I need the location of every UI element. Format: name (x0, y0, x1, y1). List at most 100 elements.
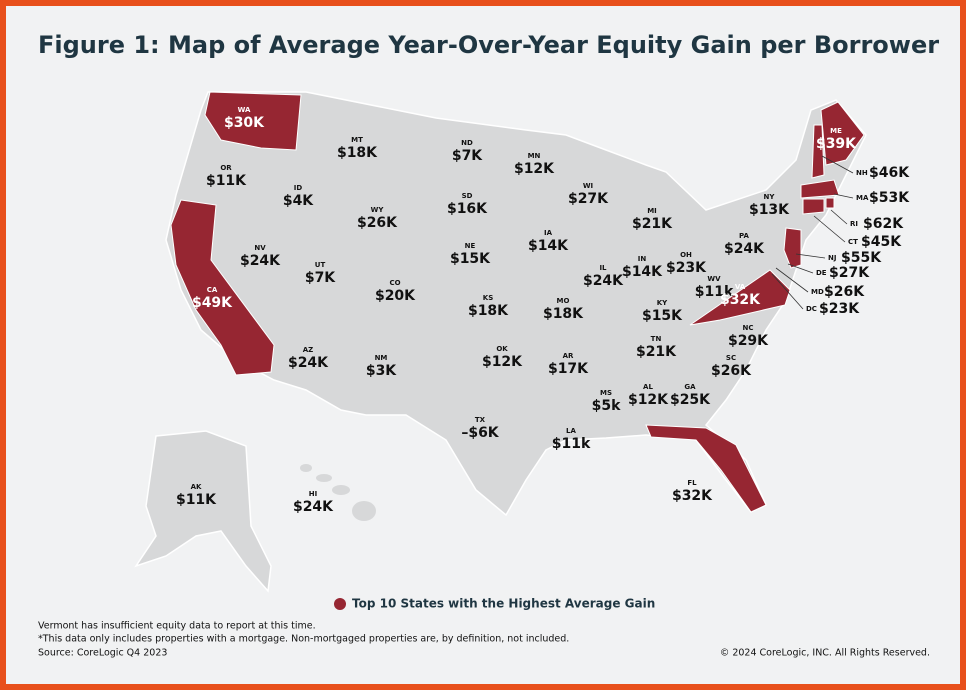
state-abbr: KY (657, 299, 668, 307)
state-abbr: CT (848, 238, 858, 246)
state-value: $21K (636, 344, 677, 360)
state-abbr: MS (600, 389, 612, 397)
legend-label: Top 10 States with the Highest Average G… (352, 597, 655, 611)
title: Figure 1: Map of Average Year-Over-Year … (38, 31, 939, 59)
state-abbr: IA (544, 229, 553, 237)
state-abbr: ID (294, 184, 303, 192)
state-value: $24K (724, 241, 765, 257)
state-value: $20K (375, 288, 416, 304)
state-abbr: AZ (303, 346, 314, 354)
state-abbr: UT (315, 261, 326, 269)
state-abbr: IL (599, 264, 607, 272)
state-abbr: CA (207, 286, 218, 294)
state-abbr: ME (830, 127, 842, 135)
state-abbr: AR (563, 352, 574, 360)
state-value: $49K (192, 295, 233, 311)
state-value: $24K (583, 273, 624, 289)
state-value: $17K (548, 361, 589, 377)
state-abbr: TN (651, 335, 662, 343)
state-value: $29K (728, 333, 769, 349)
state-value: $45K (861, 234, 902, 250)
callout-line (821, 155, 854, 174)
callout-line (813, 215, 846, 243)
state-abbr: AK (191, 483, 202, 491)
state-abbr: WA (238, 106, 251, 114)
state-value: $25K (670, 392, 711, 408)
state-value: $21K (632, 216, 673, 232)
state-value: $26K (711, 363, 752, 379)
state-abbr: NM (375, 354, 388, 362)
state-abbr: AL (643, 383, 653, 391)
state-value: $32K (720, 292, 761, 308)
state-abbr: HI (309, 490, 317, 498)
state-value: $4K (283, 193, 314, 209)
state-abbr: MN (528, 152, 541, 160)
callout-line (771, 273, 804, 310)
state-value: $62K (863, 216, 904, 232)
note: *This data only includes properties with… (38, 634, 569, 645)
highlighted-state (645, 424, 767, 513)
callout-line (830, 209, 848, 225)
state-value: $12K (628, 392, 669, 408)
alaska (134, 430, 272, 593)
note: Vermont has insufficient equity data to … (38, 621, 316, 632)
state-abbr: FL (687, 479, 697, 487)
callout-line (787, 263, 814, 274)
state-value: $53K (869, 190, 910, 206)
state-value: $23K (666, 260, 707, 276)
state-value: –$6K (461, 425, 499, 441)
state-value: $3K (366, 363, 397, 379)
state-value: $23K (819, 301, 860, 317)
state-abbr: NV (254, 244, 266, 252)
state-value: $7K (452, 148, 483, 164)
note: Source: CoreLogic Q4 2023 (38, 648, 167, 659)
state-abbr: MA (856, 194, 869, 202)
state-value: $11K (176, 492, 217, 508)
state-abbr: PA (739, 232, 749, 240)
state-value: $11k (552, 436, 591, 452)
state-abbr: MD (811, 288, 824, 296)
state-value: $55K (841, 250, 882, 266)
state-value: $15K (642, 308, 683, 324)
state-abbr: MO (557, 297, 570, 305)
state-value: $14K (622, 264, 663, 280)
state-abbr: WY (371, 206, 385, 214)
state-value: $7K (305, 270, 336, 286)
highlighted-state (204, 91, 302, 151)
state-value: $24K (240, 253, 281, 269)
state-value: $18K (468, 303, 509, 319)
state-value: $39K (816, 136, 857, 152)
map: Figure 1: Map of Average Year-Over-Year … (38, 31, 939, 659)
state-value: $5k (592, 398, 621, 414)
state-abbr: NJ (828, 254, 836, 262)
state-abbr: SD (462, 192, 473, 200)
state-value: $18K (543, 306, 584, 322)
highlighted-state (802, 198, 825, 215)
state-value: $12K (482, 354, 523, 370)
state-abbr: OR (220, 164, 232, 172)
highlighted-state (170, 199, 275, 376)
state-abbr: OH (680, 251, 692, 259)
state-abbr: DE (816, 269, 827, 277)
callout-line (775, 267, 809, 293)
state-abbr: RI (850, 220, 858, 228)
state-abbr: CO (389, 279, 400, 287)
state-value: $14K (528, 238, 569, 254)
us-outline (165, 91, 867, 517)
state-abbr: NH (856, 169, 868, 177)
state-value: $16K (447, 201, 488, 217)
state-value: $30K (224, 115, 265, 131)
state-abbr: MI (647, 207, 657, 215)
state-value: $26K (357, 215, 398, 231)
copyright: © 2024 CoreLogic, INC. All Rights Reserv… (720, 648, 930, 659)
legend-swatch (334, 598, 346, 610)
state-abbr: LA (566, 427, 576, 435)
state-value: $46K (869, 165, 910, 181)
state-abbr: KS (483, 294, 493, 302)
state-abbr: WI (583, 182, 593, 190)
state-abbr: NC (743, 324, 754, 332)
highlighted-state (825, 197, 835, 209)
highlighted-state (820, 101, 865, 166)
state-abbr: TX (475, 416, 486, 424)
